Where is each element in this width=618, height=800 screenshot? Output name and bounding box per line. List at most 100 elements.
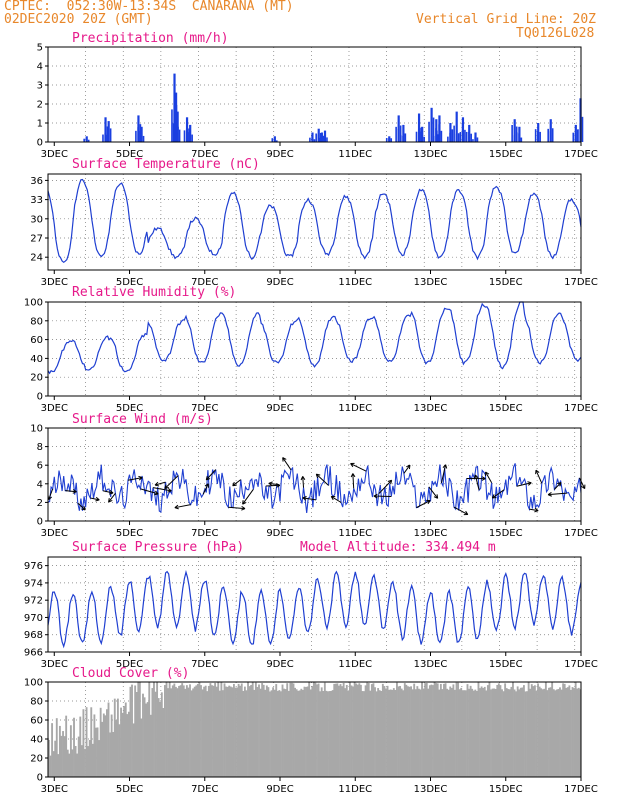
cloud-cover-bar	[383, 686, 386, 777]
cloud-cover-bar	[345, 685, 348, 777]
cloud-cover-bar	[162, 708, 165, 777]
cloud-cover-bar	[167, 688, 170, 777]
precip-bar	[551, 128, 554, 142]
cloud-cover-bar	[454, 689, 456, 777]
cloud-cover-bar	[225, 686, 228, 777]
cloud-cover-bar	[189, 684, 191, 777]
wind-vector-head	[72, 489, 77, 494]
precip-bar	[574, 132, 577, 142]
panel-frame	[47, 681, 582, 778]
panel-frame	[47, 46, 582, 143]
cloud-cover-bar	[239, 685, 242, 777]
x-tick-label: 3DEC	[41, 277, 68, 288]
wind-vector-head	[491, 494, 497, 499]
cloud-cover-bar	[392, 688, 395, 777]
model-altitude: Model Altitude: 334.494 m	[300, 540, 496, 555]
cloud-cover-bar	[243, 686, 246, 777]
precip-bar	[311, 135, 313, 142]
precip-bar	[104, 117, 107, 142]
precip-bar	[423, 136, 425, 142]
cloud-cover-bar	[112, 731, 115, 777]
wind-vector-head	[373, 493, 378, 499]
cloud-cover-bar	[79, 716, 82, 777]
cloud-cover-bar	[562, 683, 565, 777]
precip-bar	[172, 123, 175, 142]
wind-vector-head	[535, 469, 540, 475]
cloud-cover-bar	[49, 755, 52, 777]
cloud-cover-bar	[170, 688, 173, 777]
cloud-cover-bar	[54, 740, 57, 777]
cloud-cover-bar	[452, 684, 455, 777]
cloud-cover-bar	[493, 688, 496, 777]
precip-bar	[539, 131, 541, 142]
wind-vector-head	[350, 462, 355, 468]
cloud-cover-bar	[258, 684, 260, 777]
cloud-cover-bar	[200, 685, 202, 777]
cloud-cover-bar	[164, 685, 166, 777]
cloud-cover-bar	[148, 682, 151, 777]
cloud-cover-bar	[234, 687, 237, 777]
cloud-cover-bar	[123, 706, 126, 777]
cloud-cover-bar	[543, 688, 546, 777]
cloud-cover-bar	[229, 686, 232, 777]
cloud-cover-bar	[494, 688, 497, 777]
wind-vector-head	[154, 481, 160, 487]
cloud-cover-bar	[134, 685, 137, 777]
cloud-cover-bar	[464, 690, 467, 777]
cloud-cover-bar	[126, 714, 129, 777]
y-tick-label: 80	[30, 697, 43, 708]
x-tick-label: 17DEC	[564, 784, 598, 795]
precip-bar	[440, 130, 443, 142]
y-tick-label: 5	[37, 43, 43, 54]
x-tick-label: 17DEC	[564, 528, 598, 539]
cloud-cover-bar	[173, 683, 176, 777]
precip-bar	[174, 122, 176, 142]
x-tick-label: 5DEC	[116, 149, 143, 160]
cloud-cover-bar	[124, 702, 127, 777]
x-tick-label: 11DEC	[338, 528, 372, 539]
header-line-1: CPTEC: 052:30W-13:34S CANARANA (MT)	[4, 0, 294, 14]
x-tick-label: 7DEC	[191, 149, 218, 160]
cloud-cover-bar	[142, 693, 144, 777]
cloud-cover-bar	[51, 723, 54, 777]
wind-vector	[77, 502, 86, 511]
precip-bar	[549, 131, 552, 142]
cloud-cover-bar	[549, 687, 552, 777]
cloud-cover-bar	[106, 709, 108, 777]
cloud-cover-bar	[331, 690, 334, 777]
precip-bar	[107, 121, 110, 142]
precip-bar	[173, 73, 176, 142]
cloud-cover-bar	[341, 686, 344, 777]
cloud-cover-bar	[222, 690, 224, 777]
cloud-cover-bar	[516, 686, 519, 777]
y-tick-label: 972	[24, 596, 43, 607]
cloud-cover-bar	[223, 683, 226, 777]
x-tick-label: 15DEC	[489, 528, 523, 539]
cloud-cover-bar	[356, 684, 359, 777]
cloud-cover-bar	[90, 707, 93, 777]
cloud-cover-bar	[474, 689, 477, 777]
precip-bar	[577, 129, 579, 142]
x-tick-label: 17DEC	[564, 659, 598, 670]
cloud-cover-bar	[52, 751, 55, 777]
cloud-cover-bar	[294, 687, 296, 777]
panel-title: Surface Temperature (nC)	[72, 157, 260, 172]
wind-vector	[90, 497, 100, 501]
cloud-cover-bar	[350, 685, 353, 777]
cloud-cover-bar	[88, 740, 91, 777]
wind-vector-head	[581, 484, 586, 490]
cloud-cover-bar	[171, 685, 174, 777]
wind-vector	[154, 481, 166, 486]
cloud-cover-bar	[438, 689, 441, 777]
cloud-cover-bar	[187, 687, 190, 777]
wind-vector	[265, 484, 280, 487]
cloud-cover-bar	[455, 682, 458, 777]
x-tick-label: 11DEC	[338, 403, 372, 414]
precip-bar	[513, 135, 516, 142]
precip-bar	[432, 117, 435, 142]
cloud-cover-bar	[544, 682, 547, 777]
panel-title: Surface Pressure (hPa)	[72, 540, 244, 555]
x-tick-label: 9DEC	[266, 149, 293, 160]
cloud-cover-bar	[276, 690, 279, 777]
